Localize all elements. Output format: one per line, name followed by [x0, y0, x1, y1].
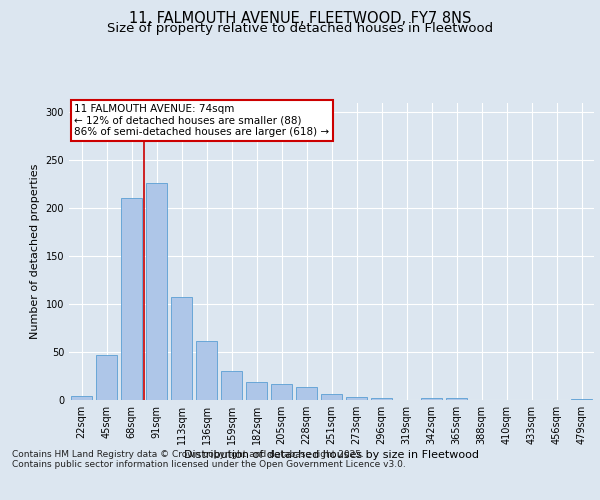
Bar [246, 382, 267, 400]
Bar [321, 394, 342, 400]
Bar [71, 396, 92, 400]
Bar [146, 183, 167, 400]
Bar [171, 298, 192, 400]
Bar [371, 398, 392, 400]
Bar [346, 397, 367, 400]
Bar [296, 386, 317, 400]
Bar [271, 384, 292, 400]
Y-axis label: Number of detached properties: Number of detached properties [30, 164, 40, 339]
Text: 11, FALMOUTH AVENUE, FLEETWOOD, FY7 8NS: 11, FALMOUTH AVENUE, FLEETWOOD, FY7 8NS [129, 11, 471, 26]
Text: 11 FALMOUTH AVENUE: 74sqm
← 12% of detached houses are smaller (88)
86% of semi-: 11 FALMOUTH AVENUE: 74sqm ← 12% of detac… [74, 104, 329, 137]
Bar [421, 398, 442, 400]
Bar [571, 399, 592, 400]
Text: Contains HM Land Registry data © Crown copyright and database right 2025.
Contai: Contains HM Land Registry data © Crown c… [12, 450, 406, 469]
Bar [221, 371, 242, 400]
X-axis label: Distribution of detached houses by size in Fleetwood: Distribution of detached houses by size … [184, 450, 479, 460]
Bar [96, 355, 117, 400]
Bar [121, 198, 142, 400]
Bar [196, 340, 217, 400]
Text: Size of property relative to detached houses in Fleetwood: Size of property relative to detached ho… [107, 22, 493, 35]
Bar [446, 398, 467, 400]
